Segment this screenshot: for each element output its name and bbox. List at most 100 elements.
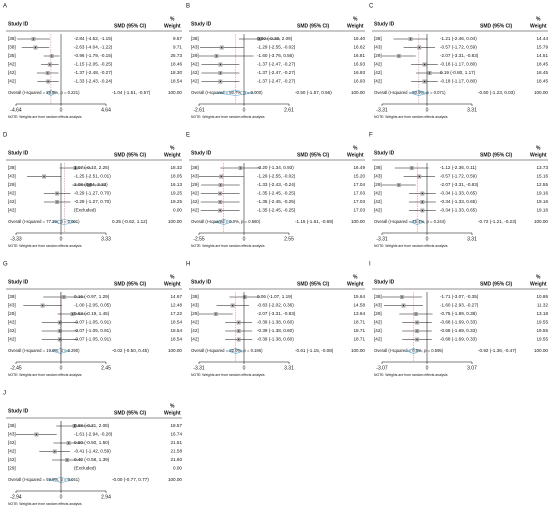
estimate-label: -0.34 (-1.33, 0.65): [440, 199, 477, 204]
weight-header: Weight: [347, 23, 364, 29]
overall-estimate: 0.25 (-0.62, 1.12): [112, 219, 148, 224]
overall-diamond: [45, 90, 57, 96]
panel-label: H: [186, 262, 190, 268]
estimate-header: SMD (95% CI): [480, 281, 513, 287]
x-tick-label: 0: [426, 236, 429, 242]
x-tick-label: 3.31: [284, 365, 294, 371]
study-label: [29]: [374, 311, 382, 316]
study-label: [42]: [8, 70, 16, 75]
weight-label: 16.49: [354, 165, 366, 170]
overall-weight: 100.00: [534, 219, 548, 224]
study-label: [29]: [8, 182, 16, 187]
overall-weight: 100.00: [534, 348, 548, 353]
study-label: [42]: [8, 440, 16, 445]
estimate-label: -1.00 (-2.05, 0.05): [74, 303, 111, 308]
estimate-label: 2.08 (0.84, 3.33): [74, 182, 108, 187]
weight-header: Weight: [530, 152, 547, 158]
weight-label: 16.93: [354, 79, 366, 84]
estimate-label: -1.37 (-2.47, -0.27): [257, 62, 296, 67]
weight-label: 16.40: [354, 36, 366, 41]
study-label: [42]: [374, 199, 382, 204]
estimate-label: 0.06 (-1.07, 1.19): [257, 294, 293, 299]
study-label: [43]: [8, 303, 16, 308]
estimate-dot: [49, 63, 51, 66]
estimate-label: -1.37 (-2.47, -0.27): [257, 70, 296, 75]
estimate-label: -0.34 (-1.33, 0.65): [440, 191, 477, 196]
study-label: [29]: [8, 466, 16, 471]
study-label: [29]: [374, 53, 382, 58]
weight-label: 18.71: [354, 328, 366, 333]
panel-label: F: [369, 133, 373, 139]
study-label: [42]: [8, 328, 16, 333]
estimate-label: -0.68 (-1.69, 0.33): [440, 320, 477, 325]
study-label: [42]: [191, 191, 199, 196]
estimate-dot: [74, 167, 77, 169]
note: NOTE: Weights are from random effects an…: [374, 115, 448, 119]
study-label: [42]: [8, 449, 16, 454]
study-label: [29]: [374, 182, 382, 187]
panel-label: G: [3, 262, 8, 268]
overall-weight: 100.00: [168, 348, 182, 353]
weight-header-top: %: [170, 274, 175, 280]
estimate-dot: [402, 304, 405, 307]
study-label: [42]: [191, 199, 199, 204]
forest-panel: I Study ID SMD (95% CI)%Weight [38] -1.71 (-…: [369, 262, 548, 377]
estimate-label: 0.16 (-0.97, 1.29): [74, 294, 110, 299]
x-tick-label: -3.31: [193, 365, 205, 371]
study-label: [38]: [374, 165, 382, 170]
estimate-dot: [398, 184, 400, 186]
study-label: [42]: [8, 208, 16, 213]
estimate-label: (Excluded): [74, 466, 96, 471]
overall-label: Overall (I-squared = 25.4%, p = 0.244): [374, 219, 446, 224]
estimate-label: -0.96 (-1.79, -0.15): [74, 53, 113, 58]
weight-label: 14.67: [171, 294, 183, 299]
weight-label: 19.25: [171, 199, 183, 204]
estimate-dot: [221, 46, 223, 49]
estimate-dot: [63, 296, 65, 298]
weight-label: 14.51: [537, 53, 549, 58]
weight-header-top: %: [353, 145, 358, 151]
panel-label: I: [369, 262, 371, 268]
note: NOTE: Weights are from random effects an…: [8, 115, 82, 119]
weight-header-top: %: [536, 145, 541, 151]
estimate-label: -1.33 (-2.43, -0.24): [74, 79, 113, 84]
weight-label: 0.00: [173, 208, 182, 213]
estimate-label: -1.61 (-2.94, -0.28): [74, 432, 113, 437]
estimate-header: SMD (95% CI): [297, 152, 330, 158]
overall-label: Overall (I-squared = 32.0%, p = 0.196): [191, 348, 263, 353]
estimate-dot: [35, 433, 37, 436]
study-header: Study ID: [8, 21, 29, 27]
study-label: [43]: [191, 174, 199, 179]
forest-panel: B Study ID SMD (95% CI)%Weight [38] 0.90 (-0…: [186, 4, 366, 119]
overall-diamond: [214, 219, 233, 225]
weight-label: 12.55: [537, 182, 549, 187]
estimate-label: -0.07 (-1.05, 0.91): [74, 320, 111, 325]
note: NOTE: Weights are from random effects an…: [374, 244, 448, 248]
study-label: [42]: [8, 457, 16, 462]
estimate-label: -0.18 (-1.17, 0.80): [440, 79, 477, 84]
study-header: Study ID: [374, 150, 395, 156]
plot-area: [17, 34, 60, 104]
weight-label: 17.03: [354, 208, 366, 213]
estimate-dot: [220, 175, 222, 178]
note: NOTE: Weights are from random effects an…: [191, 244, 265, 248]
estimate-dot: [421, 209, 423, 212]
estimate-header: SMD (95% CI): [114, 152, 147, 158]
estimate-dot: [258, 38, 261, 40]
x-tick-label: -3.31: [376, 236, 388, 242]
weight-label: 9.57: [173, 36, 182, 41]
x-tick-label: 3.31: [467, 236, 477, 242]
study-label: [43]: [374, 174, 382, 179]
overall-weight: 100.00: [351, 348, 365, 353]
estimate-label: -1.21 (-2.46, 0.04): [440, 36, 477, 41]
x-tick-label: -3.31: [376, 107, 388, 113]
estimate-dot: [71, 313, 74, 315]
weight-label: 17.22: [171, 311, 183, 316]
weight-header: Weight: [530, 23, 547, 29]
estimate-label: -0.57 (-1.72, 0.59): [440, 174, 477, 179]
study-label: [42]: [191, 70, 199, 75]
study-header: Study ID: [374, 279, 395, 285]
x-tick-label: -3.33: [10, 236, 22, 242]
weight-header-top: %: [536, 16, 541, 22]
